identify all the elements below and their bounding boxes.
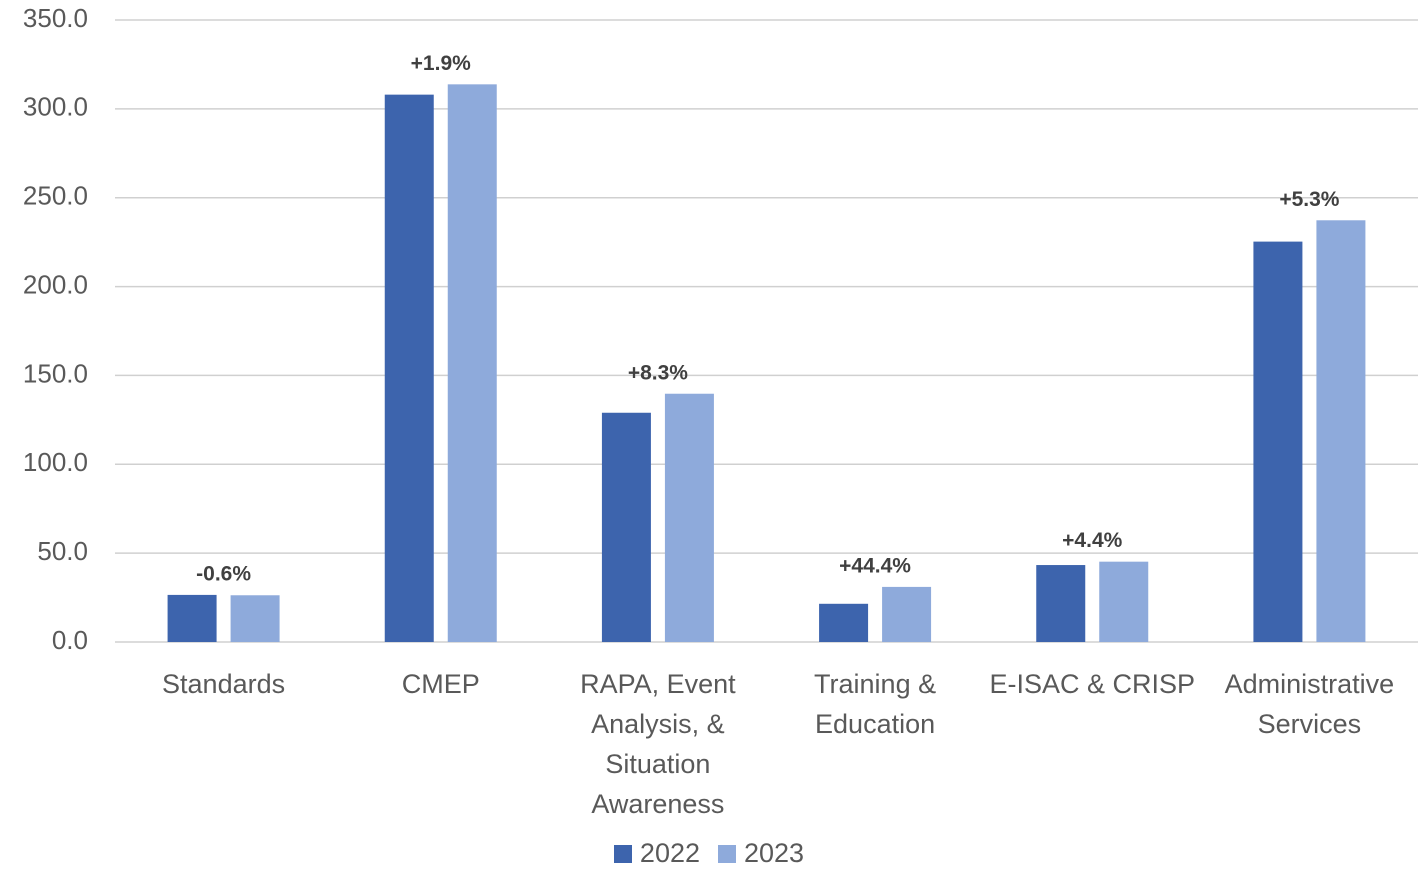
legend-item: 2023 bbox=[718, 838, 804, 869]
legend-label: 2022 bbox=[639, 838, 700, 868]
bar bbox=[819, 603, 869, 642]
y-tick-label: 100.0 bbox=[23, 447, 88, 477]
x-tick-label: Standards bbox=[162, 669, 286, 699]
legend: 2022 2023 bbox=[0, 838, 1418, 869]
annotation: +4.4% bbox=[1062, 529, 1122, 552]
bar bbox=[1099, 561, 1149, 642]
legend-swatch bbox=[718, 844, 736, 863]
y-tick-label: 200.0 bbox=[23, 269, 88, 299]
annotation: +8.3% bbox=[628, 361, 688, 384]
bar bbox=[384, 94, 434, 642]
x-tick-label: Training & Education bbox=[814, 669, 937, 739]
annotation: -0.6% bbox=[196, 562, 251, 585]
bar bbox=[167, 594, 217, 642]
bar bbox=[1316, 220, 1366, 642]
x-tick-label: E-ISAC & CRISP bbox=[989, 669, 1196, 699]
bar bbox=[601, 412, 651, 642]
y-tick-label: 50.0 bbox=[37, 536, 88, 566]
x-tick-label: CMEP bbox=[401, 669, 480, 699]
y-tick-label: 250.0 bbox=[23, 181, 88, 211]
legend-swatch bbox=[613, 844, 632, 863]
legend-label: 2023 bbox=[744, 838, 805, 868]
bar bbox=[447, 84, 497, 642]
x-tick-label: RAPA, Event Analysis, & Situation Awaren… bbox=[580, 669, 736, 819]
bar bbox=[230, 595, 280, 642]
bar bbox=[664, 393, 714, 642]
y-tick-label: 300.0 bbox=[23, 92, 88, 122]
annotation: +44.4% bbox=[839, 554, 911, 577]
annotation: +1.9% bbox=[411, 52, 471, 75]
bar bbox=[1253, 241, 1303, 642]
y-tick-label: 0.0 bbox=[52, 625, 88, 655]
y-tick-label: 350.0 bbox=[23, 3, 88, 33]
bar bbox=[882, 586, 932, 642]
annotation: +5.3% bbox=[1279, 188, 1339, 211]
y-tick-label: 150.0 bbox=[23, 358, 88, 388]
bar bbox=[1036, 565, 1086, 642]
legend-item: 2022 bbox=[613, 838, 700, 869]
x-tick-label: Administrative Services bbox=[1224, 669, 1395, 739]
